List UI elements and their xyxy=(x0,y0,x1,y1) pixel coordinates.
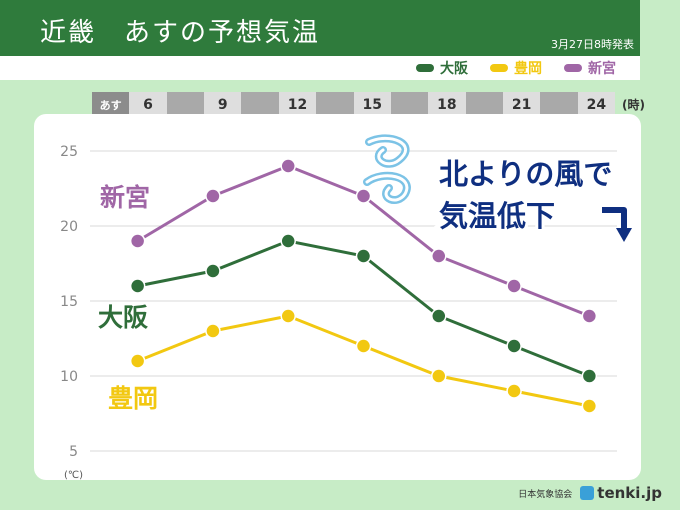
legend-swatch xyxy=(564,64,582,72)
data-point xyxy=(129,278,146,294)
temperature-chart: 5 10 15 20 25 (℃) 北よりの風で 気温低下 新宮 大阪 豊岡 xyxy=(60,134,632,480)
annotation-line-2: 気温低下 xyxy=(439,199,555,233)
legend-label: 大阪 xyxy=(440,61,468,77)
series-label-toyooka: 豊岡 xyxy=(108,384,158,413)
hour-unit-label: (時) xyxy=(622,98,645,112)
y-tick-label: 5 xyxy=(69,444,78,460)
annotation-line-1: 北よりの風で xyxy=(439,157,612,191)
time-cell: 18 xyxy=(428,92,466,118)
legend-item-osaka: 大阪 xyxy=(416,58,468,78)
time-cell xyxy=(166,92,205,118)
data-point xyxy=(129,353,146,369)
time-cell: 15 xyxy=(353,92,391,118)
time-cell xyxy=(465,92,503,118)
legend-label: 豊岡 xyxy=(514,61,542,77)
time-cell: 12 xyxy=(278,92,317,118)
series-label-osaka: 大阪 xyxy=(98,303,148,332)
legend-item-shingu: 新宮 xyxy=(564,58,616,78)
legend: 大阪 豊岡 新宮 xyxy=(416,58,616,78)
time-cell xyxy=(540,92,578,118)
legend-label: 新宮 xyxy=(588,61,616,77)
legend-item-toyooka: 豊岡 xyxy=(490,58,542,78)
issued-timestamp: 3月27日8時発表 xyxy=(551,38,634,51)
data-point xyxy=(280,308,296,324)
data-point xyxy=(355,248,372,264)
page-title: 近畿 あすの予想気温 xyxy=(40,18,321,48)
data-point xyxy=(431,308,447,324)
data-point xyxy=(205,323,221,339)
y-tick-label: 10 xyxy=(60,369,78,385)
y-tick-label: 25 xyxy=(60,144,78,160)
footer: 日本気象協会 tenki.jp xyxy=(518,484,662,502)
data-point xyxy=(431,248,447,264)
time-cell xyxy=(316,92,354,118)
time-cell: 9 xyxy=(204,92,242,118)
data-point xyxy=(581,368,598,384)
legend-swatch xyxy=(490,64,508,72)
header-bar: 近畿 あすの予想気温 3月27日8時発表 xyxy=(0,0,640,56)
tenki-logo-icon xyxy=(580,486,595,500)
tenki-logo: tenki.jp xyxy=(580,484,662,502)
data-point xyxy=(355,188,372,204)
data-point xyxy=(506,383,522,399)
time-cell-day: あす xyxy=(92,92,130,118)
data-point xyxy=(431,368,447,384)
data-point xyxy=(506,338,522,354)
y-axis-unit: (℃) xyxy=(64,470,83,480)
time-cell xyxy=(390,92,429,118)
time-cell xyxy=(241,92,279,118)
data-point xyxy=(581,308,598,324)
legend-swatch xyxy=(416,64,434,72)
legend-bar: 大阪 豊岡 新宮 xyxy=(0,56,640,80)
tenki-logo-text: tenki.jp xyxy=(597,484,662,502)
wind-icon xyxy=(363,134,411,204)
chart-panel: 5 10 15 20 25 (℃) 北よりの風で 気温低下 新宮 大阪 豊岡 xyxy=(34,114,641,480)
time-cell: 24 xyxy=(577,92,616,118)
footer-credit: 日本気象協会 xyxy=(518,489,573,500)
y-tick-label: 15 xyxy=(60,294,78,310)
data-point xyxy=(205,263,221,279)
data-point xyxy=(280,233,296,249)
data-point xyxy=(205,188,221,204)
series-label-shingu: 新宮 xyxy=(100,183,150,212)
data-point xyxy=(355,338,372,354)
data-point xyxy=(280,158,296,174)
data-point xyxy=(581,398,598,414)
data-point xyxy=(129,233,146,249)
y-tick-label: 20 xyxy=(60,219,78,235)
time-axis-bar: あす 6 9 12 15 18 21 24 xyxy=(92,92,616,118)
down-arrow-icon xyxy=(602,207,632,242)
time-cell: 21 xyxy=(502,92,541,118)
data-point xyxy=(506,278,522,294)
time-cell: 6 xyxy=(129,92,167,118)
